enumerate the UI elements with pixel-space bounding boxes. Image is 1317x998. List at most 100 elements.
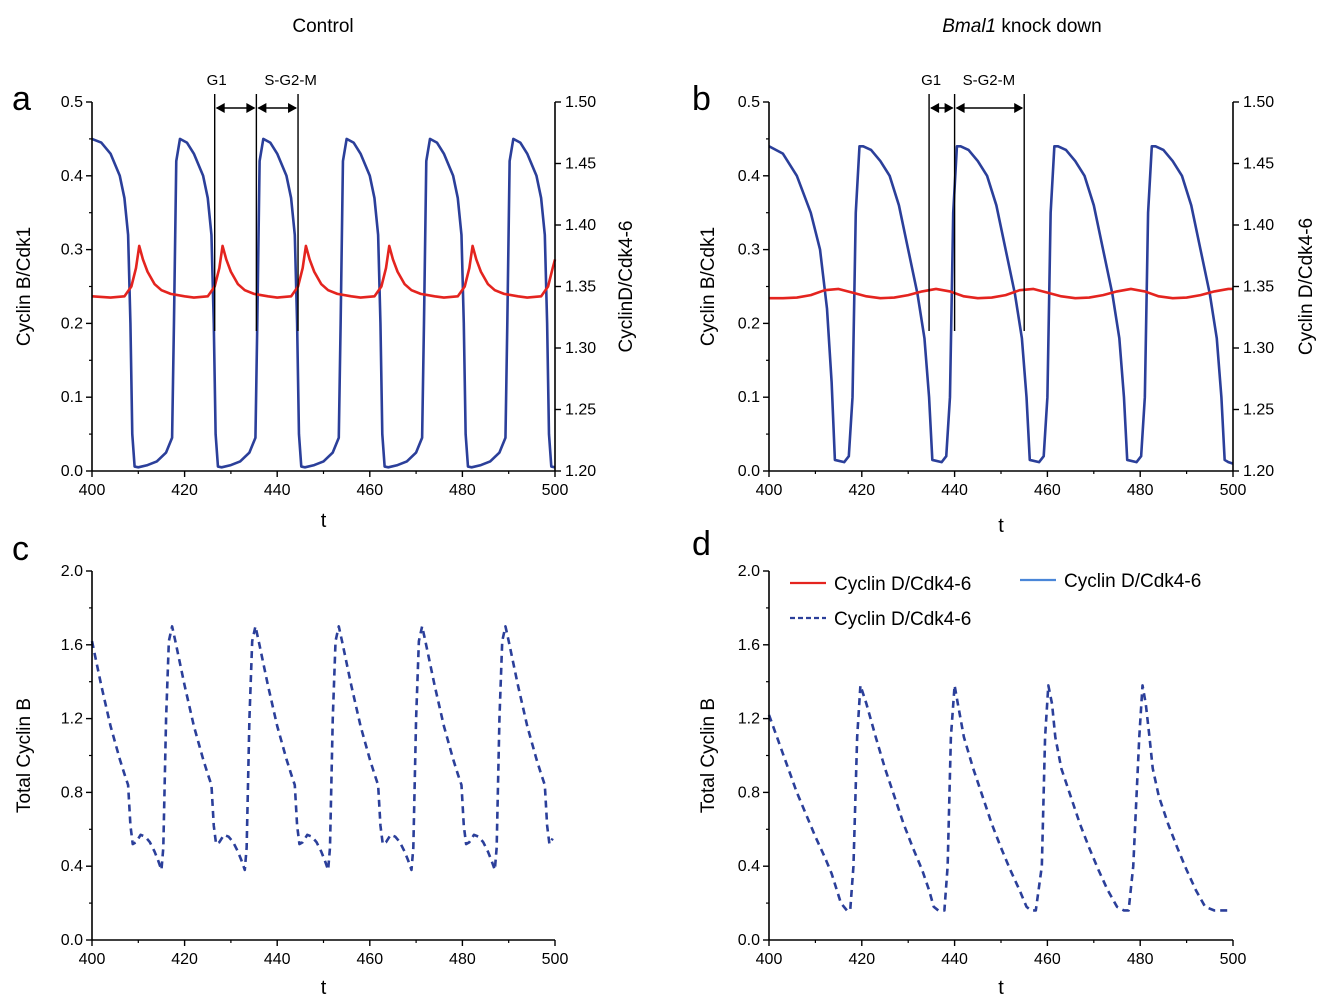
y-tick-label-c: 0.0	[61, 932, 83, 949]
y-tick-label-d: 1.2	[738, 711, 760, 728]
arrowhead-left-icon	[955, 103, 965, 113]
legend-label-1: Cyclin D/Cdk4-6	[1064, 571, 1201, 592]
y-tick-label-b: 0.2	[738, 315, 760, 332]
legend-label-0: Cyclin D/Cdk4-6	[834, 574, 971, 595]
arrowhead-right-icon	[246, 103, 256, 113]
arrowhead-right-icon	[944, 103, 954, 113]
y2-tick-label-a: 1.45	[565, 156, 596, 173]
series-line-d-blue-dashed	[767, 684, 1231, 912]
y-tick-label-a: 0.1	[61, 389, 83, 406]
y2-tick-label-a: 1.40	[565, 217, 596, 234]
x-tick-label-c: 400	[79, 951, 106, 968]
y-tick-label-c: 2.0	[61, 563, 83, 580]
series-line-a-blue	[91, 137, 556, 469]
x-tick-label-c: 500	[542, 951, 569, 968]
x-tick-label-a: 440	[264, 482, 291, 499]
arrowhead-left-icon	[257, 103, 267, 113]
y2-tick-label-a: 1.50	[565, 94, 596, 111]
y2-tick-label-b: 1.50	[1243, 94, 1274, 111]
phase-label-sg2m-b: S-G2-M	[963, 72, 1016, 89]
y-axis-label-d: Total Cyclin B	[698, 698, 719, 813]
header-control: Control	[292, 16, 353, 37]
x-tick-label-a: 500	[542, 482, 569, 499]
panel-letter-b: b	[692, 80, 711, 118]
phase-label-sg2m-a: S-G2-M	[264, 72, 317, 89]
y2-axis-label-a: CyclinD/Cdk4-6	[616, 221, 637, 353]
x-tick-label-b: 500	[1220, 482, 1247, 499]
series-line-a-red	[91, 244, 557, 299]
x-tick-label-a: 460	[356, 482, 383, 499]
arrowhead-left-icon	[930, 103, 940, 113]
y-tick-label-a: 0.2	[61, 315, 83, 332]
x-axis-label-a: t	[321, 510, 327, 532]
arrowhead-right-icon	[288, 103, 298, 113]
y2-tick-label-a: 1.25	[565, 402, 596, 419]
y2-tick-label-b: 1.20	[1243, 463, 1274, 480]
y-tick-label-a: 0.3	[61, 242, 83, 259]
header-bmal1-gene: Bmal1	[942, 16, 996, 37]
x-tick-label-a: 400	[79, 482, 106, 499]
x-tick-label-d: 400	[756, 951, 783, 968]
y-tick-label-a: 0.0	[61, 463, 83, 480]
y-tick-label-c: 1.2	[61, 711, 83, 728]
series-line-c-blue-dashed	[90, 625, 554, 872]
panel-letter-c: c	[12, 530, 29, 568]
x-tick-label-b: 440	[941, 482, 968, 499]
y-axis-label-c: Total Cyclin B	[14, 698, 35, 813]
arrowhead-left-icon	[215, 103, 225, 113]
y-tick-label-b: 0.0	[738, 463, 760, 480]
y-tick-label-d: 0.0	[738, 932, 760, 949]
x-tick-label-c: 460	[356, 951, 383, 968]
y-tick-label-d: 2.0	[738, 563, 760, 580]
x-tick-label-b: 420	[848, 482, 875, 499]
y-tick-label-c: 0.8	[61, 784, 83, 801]
series-line-b-red	[769, 287, 1233, 300]
x-tick-label-c: 420	[171, 951, 198, 968]
x-tick-label-d: 460	[1034, 951, 1061, 968]
arrowhead-right-icon	[1014, 103, 1024, 113]
y-tick-label-c: 1.6	[61, 637, 83, 654]
legend-label-2: Cyclin D/Cdk4-6	[834, 609, 971, 630]
y-axis-label-b: Cyclin B/Cdk1	[698, 227, 719, 346]
x-tick-label-a: 420	[171, 482, 198, 499]
y2-tick-label-b: 1.40	[1243, 217, 1274, 234]
y-tick-label-c: 0.4	[61, 858, 83, 875]
x-tick-label-d: 500	[1220, 951, 1247, 968]
x-tick-label-a: 480	[449, 482, 476, 499]
x-axis-label-c: t	[321, 977, 327, 998]
y-tick-label-d: 0.4	[738, 858, 760, 875]
y2-tick-label-a: 1.30	[565, 340, 596, 357]
y2-tick-label-b: 1.30	[1243, 340, 1274, 357]
x-axis-label-b: t	[998, 515, 1004, 537]
series-line-b-blue	[768, 144, 1234, 465]
y-tick-label-b: 0.4	[738, 168, 760, 185]
y-axis-label-a: Cyclin B/Cdk1	[14, 227, 35, 346]
x-tick-label-b: 400	[756, 482, 783, 499]
x-tick-label-d: 420	[848, 951, 875, 968]
panel-letter-a: a	[12, 80, 31, 118]
header-knockdown: knock down	[996, 16, 1102, 37]
y-tick-label-a: 0.5	[61, 94, 83, 111]
y2-tick-label-b: 1.45	[1243, 156, 1274, 173]
y2-tick-label-a: 1.35	[565, 279, 596, 296]
x-tick-label-b: 480	[1127, 482, 1154, 499]
y-tick-label-d: 0.8	[738, 784, 760, 801]
y2-tick-label-b: 1.25	[1243, 402, 1274, 419]
x-tick-label-c: 440	[264, 951, 291, 968]
x-tick-label-b: 460	[1034, 482, 1061, 499]
x-tick-label-d: 480	[1127, 951, 1154, 968]
y2-tick-label-a: 1.20	[565, 463, 596, 480]
x-tick-label-c: 480	[449, 951, 476, 968]
phase-label-g1-b: G1	[921, 72, 941, 89]
y-tick-label-d: 1.6	[738, 637, 760, 654]
panel-letter-d: d	[692, 525, 711, 563]
y2-axis-label-b: Cyclin D/Cdk4-6	[1296, 218, 1317, 355]
y2-tick-label-b: 1.35	[1243, 279, 1274, 296]
header-bmal1-knockdown: Bmal1 knock down	[942, 16, 1101, 37]
x-axis-label-d: t	[998, 977, 1004, 998]
y-tick-label-b: 0.3	[738, 242, 760, 259]
y-tick-label-b: 0.1	[738, 389, 760, 406]
x-tick-label-d: 440	[941, 951, 968, 968]
y-tick-label-a: 0.4	[61, 168, 83, 185]
